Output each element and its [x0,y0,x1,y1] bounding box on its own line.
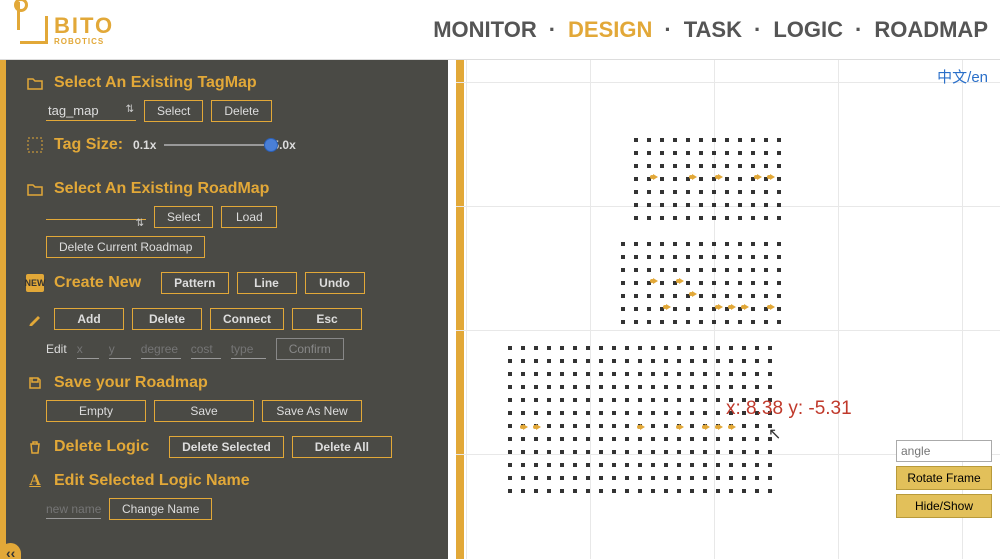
tagmap-select[interactable]: tag_map ⇅ [46,101,136,121]
deletelogic-title: Delete Logic [54,438,149,456]
empty-button[interactable]: Empty [46,400,146,422]
line-button[interactable]: Line [237,272,297,294]
main: Select An Existing TagMap tag_map ⇅ Sele… [0,60,1000,559]
editlogic-title: Edit Selected Logic Name [54,472,250,490]
pencil-icon [26,310,44,328]
pattern-button[interactable]: Pattern [161,272,228,294]
cursor-icon: ↖ [768,424,781,444]
folder-icon [26,180,44,198]
changename-button[interactable]: Change Name [109,498,212,520]
x-input[interactable] [77,340,99,359]
frame-panel: Rotate Frame Hide/Show [896,440,992,518]
save-icon [26,374,44,392]
saveas-button[interactable]: Save As New [262,400,362,422]
roadmap-load-button[interactable]: Load [221,206,277,228]
lang-switch[interactable]: 中文/en [937,66,988,87]
tagsize-min: 0.1x [133,138,156,152]
tagsize-title: Tag Size: [54,136,123,154]
create-section: NEW Create New Pattern Line Undo [26,272,428,294]
cost-input[interactable] [191,340,221,359]
save-section: Save your Roadmap Empty Save Save As New [26,374,428,422]
type-input[interactable] [231,340,266,359]
nav-roadmap[interactable]: ROADMAP [872,17,990,43]
folder-icon [26,74,44,92]
create-title: Create New [54,274,141,292]
resize-icon [26,136,44,154]
nav-design[interactable]: DESIGN [566,17,654,43]
delete-all-button[interactable]: Delete All [292,436,392,458]
undo-button[interactable]: Undo [305,272,365,294]
save-title: Save your Roadmap [54,374,208,392]
tagmap-title: Select An Existing TagMap [54,74,257,92]
angle-input[interactable] [896,440,992,462]
tagmap-section: Select An Existing TagMap tag_map ⇅ Sele… [26,74,428,122]
edit-label: Edit [46,342,67,356]
canvas[interactable]: 中文/en x: 8.38 y: -5.31 ↖ Rotate Frame Hi… [456,60,1000,559]
newname-input[interactable] [46,500,101,519]
roadmap-section: Select An Existing RoadMap ⇅ Select Load… [26,180,428,258]
delete-selected-button[interactable]: Delete Selected [169,436,284,458]
nav-monitor[interactable]: MONITOR [431,17,538,43]
delete-button[interactable]: Delete [132,308,202,330]
logo: BITO ROBOTICS [20,13,114,46]
tagsize-section: Tag Size: 0.1x 5.0x [26,136,428,154]
confirm-button[interactable]: Confirm [276,338,344,360]
hideshow-button[interactable]: Hide/Show [896,494,992,518]
deletelogic-section: Delete Logic Delete Selected Delete All [26,436,428,458]
nav-task[interactable]: TASK [682,17,744,43]
connect-button[interactable]: Connect [210,308,284,330]
brand-name: BITO [54,13,114,38]
top-nav: MONITOR·DESIGN·TASK·LOGIC·ROADMAP [431,17,990,43]
chevron-updown-icon: ⇅ [136,218,144,229]
tagsize-slider[interactable] [164,144,274,146]
roadmap-title: Select An Existing RoadMap [54,180,269,198]
logo-icon [20,16,48,44]
collapse-toggle[interactable]: ‹‹ [0,543,21,559]
tagmap-delete-button[interactable]: Delete [211,100,272,122]
degree-input[interactable] [141,340,181,359]
roadmap-select[interactable]: ⇅ [46,215,146,220]
new-badge-icon: NEW [26,274,44,292]
brand-sub: ROBOTICS [54,37,114,46]
nav-logic[interactable]: LOGIC [771,17,845,43]
sidebar: Select An Existing TagMap tag_map ⇅ Sele… [0,60,448,559]
add-button[interactable]: Add [54,308,124,330]
esc-button[interactable]: Esc [292,308,362,330]
roadmap-delete-button[interactable]: Delete Current Roadmap [46,236,205,258]
tagmap-select-button[interactable]: Select [144,100,203,122]
y-input[interactable] [109,340,131,359]
save-button[interactable]: Save [154,400,254,422]
edit-section: Add Delete Connect Esc Edit Confirm [26,308,428,360]
trash-icon [26,438,44,456]
topbar: BITO ROBOTICS MONITOR·DESIGN·TASK·LOGIC·… [0,0,1000,60]
coord-readout: x: 8.38 y: -5.31 [726,398,852,420]
roadmap-select-button[interactable]: Select [154,206,213,228]
chevron-updown-icon: ⇅ [126,104,134,115]
text-icon: A [26,472,44,490]
rotate-button[interactable]: Rotate Frame [896,466,992,490]
editlogic-section: A Edit Selected Logic Name Change Name [26,472,428,520]
